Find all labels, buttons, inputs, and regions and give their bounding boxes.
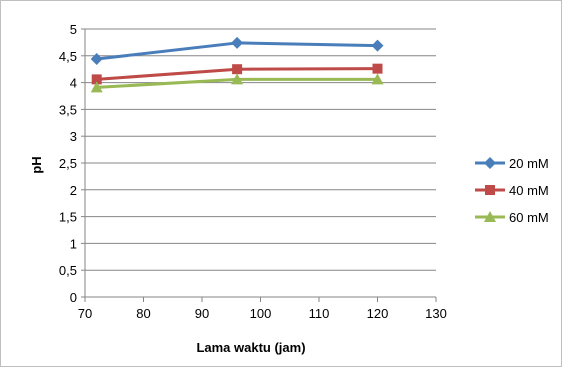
x-tick-label: 120 <box>367 306 389 321</box>
y-tick-label: 3 <box>70 129 77 144</box>
legend-label: 60 mM <box>509 210 549 225</box>
data-point <box>371 73 384 85</box>
y-tick-label: 4 <box>70 76 77 91</box>
data-point <box>371 39 384 52</box>
legend-marker <box>484 211 496 222</box>
y-tick-label: 3,5 <box>59 102 77 117</box>
series-2 <box>90 73 384 93</box>
y-tick-label: 2,5 <box>59 156 77 171</box>
axes <box>81 28 437 302</box>
legend-item: 40 mM <box>475 183 549 198</box>
data-point <box>231 36 244 49</box>
y-tick-label: 2 <box>70 183 77 198</box>
legend-label: 40 mM <box>509 183 549 198</box>
x-tick-label: 70 <box>78 306 92 321</box>
gridlines <box>85 28 436 271</box>
series-lines <box>90 36 384 93</box>
y-tick-label: 1,5 <box>59 210 77 225</box>
y-tick-label: 4,5 <box>59 49 77 64</box>
data-point <box>90 81 103 93</box>
data-point <box>231 73 244 85</box>
x-tick-labels: 70 80 90 100 110 120 130 <box>78 306 447 321</box>
data-point <box>91 74 102 85</box>
y-tick-label: 5 <box>70 22 77 37</box>
legend-label: 20 mM <box>509 156 549 171</box>
y-tick-label: 0 <box>70 290 77 305</box>
x-tick-label: 90 <box>195 306 209 321</box>
y-axis-title: pH <box>29 156 44 173</box>
data-point <box>232 64 243 75</box>
data-point <box>372 63 383 74</box>
data-point <box>90 53 103 66</box>
x-tick-label: 80 <box>136 306 150 321</box>
legend-item: 20 mM <box>475 156 549 171</box>
x-axis-title: Lama waktu (jam) <box>196 340 305 355</box>
x-tick-label: 130 <box>425 306 447 321</box>
legend-marker <box>484 157 496 169</box>
y-tick-label: 1 <box>70 236 77 251</box>
y-tick-labels: 0 0,5 1 1,5 2 2,5 3 3,5 4 4,5 5 <box>59 22 77 305</box>
legend-marker <box>485 185 495 195</box>
x-tick-label: 110 <box>309 306 330 321</box>
y-tick-label: 0,5 <box>59 263 77 278</box>
legend-item: 60 mM <box>475 210 549 225</box>
x-tick-label: 100 <box>250 306 272 321</box>
series-0 <box>90 36 384 66</box>
series-1 <box>91 63 383 85</box>
legend: 20 mM 40 mM 60 mM <box>475 156 549 225</box>
